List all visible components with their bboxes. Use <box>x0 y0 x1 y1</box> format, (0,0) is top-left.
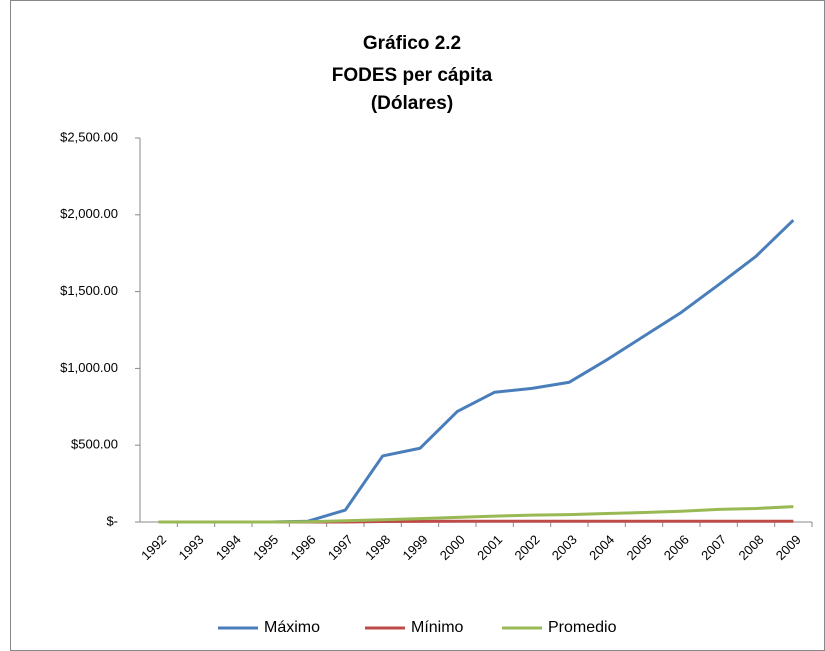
y-tick-label: $1,000.00 <box>60 360 118 375</box>
y-tick-label: $500.00 <box>71 437 118 452</box>
y-tick-label: $- <box>106 513 118 528</box>
chart-title: FODES per cápita <box>332 65 493 86</box>
y-tick-label: $1,500.00 <box>60 283 118 298</box>
chart-title: Gráfico 2.2 <box>363 33 461 54</box>
line-series <box>158 505 794 524</box>
chart-border <box>10 0 825 651</box>
legend-label: Máximo <box>264 619 320 636</box>
y-tick-label: $2,000.00 <box>60 206 118 221</box>
legend-label: Mínimo <box>411 619 464 636</box>
legend-label: Promedio <box>548 619 617 636</box>
chart-title: (Dólares) <box>371 93 453 114</box>
y-tick-label: $2,500.00 <box>60 129 118 144</box>
